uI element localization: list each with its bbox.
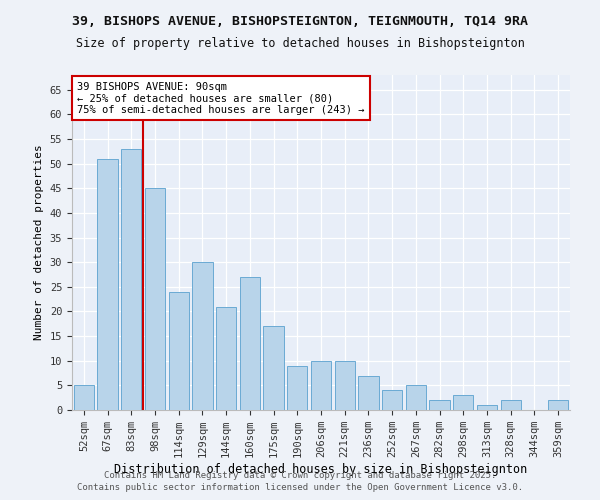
Text: Contains public sector information licensed under the Open Government Licence v3: Contains public sector information licen… bbox=[77, 483, 523, 492]
Text: 39, BISHOPS AVENUE, BISHOPSTEIGNTON, TEIGNMOUTH, TQ14 9RA: 39, BISHOPS AVENUE, BISHOPSTEIGNTON, TEI… bbox=[72, 15, 528, 28]
Bar bbox=[240, 277, 260, 410]
Bar bbox=[121, 149, 142, 410]
Bar bbox=[453, 395, 473, 410]
Bar bbox=[216, 306, 236, 410]
Bar bbox=[406, 386, 426, 410]
Text: Size of property relative to detached houses in Bishopsteignton: Size of property relative to detached ho… bbox=[76, 38, 524, 51]
Y-axis label: Number of detached properties: Number of detached properties bbox=[34, 144, 44, 340]
Bar bbox=[477, 405, 497, 410]
Text: Contains HM Land Registry data © Crown copyright and database right 2025.: Contains HM Land Registry data © Crown c… bbox=[104, 470, 496, 480]
Bar bbox=[548, 400, 568, 410]
Bar bbox=[311, 360, 331, 410]
Bar bbox=[287, 366, 307, 410]
Bar bbox=[430, 400, 449, 410]
Bar bbox=[145, 188, 165, 410]
Bar bbox=[263, 326, 284, 410]
Bar bbox=[169, 292, 189, 410]
Text: 39 BISHOPS AVENUE: 90sqm
← 25% of detached houses are smaller (80)
75% of semi-d: 39 BISHOPS AVENUE: 90sqm ← 25% of detach… bbox=[77, 82, 364, 115]
Bar bbox=[335, 360, 355, 410]
Bar bbox=[193, 262, 212, 410]
Bar bbox=[500, 400, 521, 410]
X-axis label: Distribution of detached houses by size in Bishopsteignton: Distribution of detached houses by size … bbox=[115, 463, 527, 476]
Bar bbox=[97, 158, 118, 410]
Bar bbox=[358, 376, 379, 410]
Bar bbox=[74, 386, 94, 410]
Bar bbox=[382, 390, 402, 410]
